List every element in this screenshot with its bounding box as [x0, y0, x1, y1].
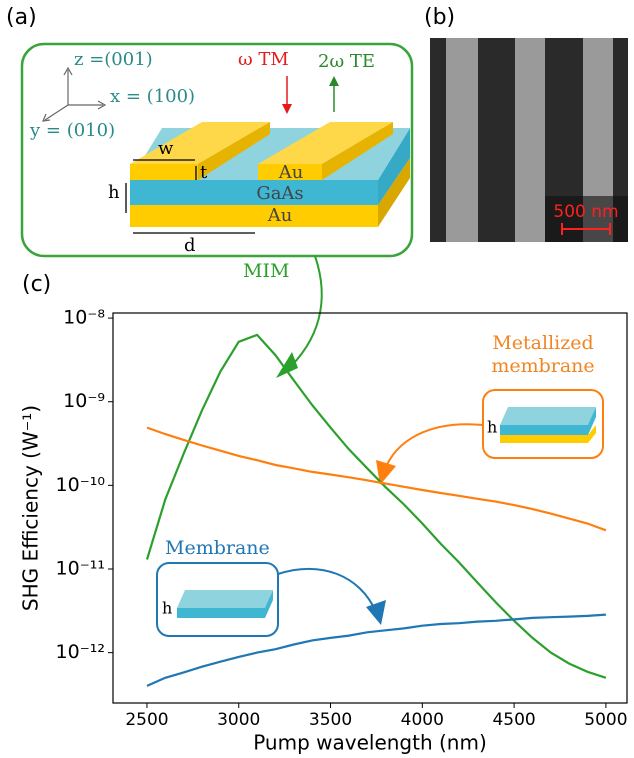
gaas-layer	[130, 180, 378, 205]
x-tick-label: 4500	[492, 710, 535, 730]
axis-arrows	[42, 66, 107, 122]
scale-bar-bg	[545, 196, 628, 242]
panel-label: (b)	[424, 5, 455, 30]
scale-bar-label: 500 nm	[553, 202, 618, 222]
sem-wire	[446, 38, 478, 242]
device-side	[378, 158, 410, 227]
inset-label: h	[487, 418, 497, 437]
annotation-arrow	[376, 460, 396, 485]
device-side	[378, 128, 410, 205]
annotation-arrow	[383, 423, 484, 473]
y-axis-label: SHG Efficiency (W⁻¹)	[19, 405, 43, 611]
x-tick-label: 4000	[401, 710, 444, 730]
sem-wire	[515, 38, 545, 242]
y-tick-label: 10⁻⁹	[63, 390, 105, 412]
series-label: MIM	[243, 260, 289, 282]
series-line	[146, 426, 607, 532]
inset-label: h	[162, 599, 172, 618]
dimension-label: h	[108, 182, 120, 203]
au-strip	[130, 164, 198, 180]
input-arrow	[282, 104, 292, 114]
au-strip	[258, 164, 322, 180]
series-line	[146, 613, 606, 687]
y-tick-label: 10⁻⁸	[63, 307, 105, 329]
input-label: ω TM	[238, 49, 289, 70]
inset-slab	[177, 590, 273, 618]
au-layer	[130, 205, 378, 227]
inset-front	[177, 590, 273, 618]
axis-label: x = (100)	[110, 86, 195, 107]
au-strip	[198, 122, 270, 180]
y-tick-label: 10⁻¹¹	[56, 558, 105, 580]
au-strip	[322, 122, 393, 180]
series-label: Metallized membrane	[491, 332, 595, 377]
y-tick-label: 10⁻¹⁰	[56, 474, 105, 496]
output-arrow	[329, 76, 339, 86]
dimension-lines	[125, 159, 255, 234]
annotation-arrow	[366, 600, 386, 625]
series-label: Membrane	[165, 537, 270, 559]
axis-label: z =(001)	[74, 49, 153, 70]
inset-slab	[500, 407, 596, 443]
x-tick-label: 3500	[309, 710, 352, 730]
inset-au	[500, 425, 596, 443]
material-label: Au	[278, 162, 304, 183]
panel-label: (c)	[22, 272, 51, 297]
inset-top	[500, 407, 596, 425]
annotation-arrow	[276, 352, 298, 378]
axis-label: y = (010)	[29, 120, 115, 141]
au-strip	[130, 122, 270, 164]
annotation-arrow	[284, 255, 323, 373]
inset-top	[177, 590, 273, 608]
x-tick-label: 5000	[584, 710, 627, 730]
dimension-label: d	[184, 235, 196, 256]
dimension-label: w	[158, 138, 174, 159]
x-tick-label: 3000	[217, 710, 260, 730]
au-strip	[258, 122, 393, 164]
dimension-label: t	[200, 162, 208, 183]
y-tick-label: 10⁻¹²	[56, 641, 105, 663]
series-line	[145, 333, 607, 679]
material-label: Au	[267, 205, 293, 226]
panel-label: (a)	[6, 5, 37, 30]
material-label: GaAs	[256, 183, 303, 204]
scale-bar	[561, 223, 611, 235]
annotation-arrow	[277, 567, 377, 613]
plot-frame	[112, 312, 628, 704]
output-label: 2ω TE	[318, 51, 375, 72]
inset-front	[500, 407, 596, 435]
x-axis-label: Pump wavelength (nm)	[253, 731, 487, 755]
x-tick-label: 2500	[125, 710, 168, 730]
